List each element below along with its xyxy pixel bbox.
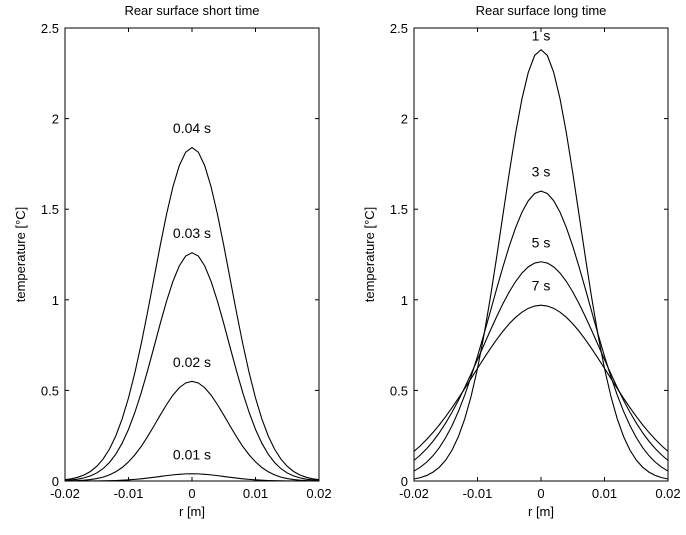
- series-line-3: [413, 261, 669, 461]
- series-annotation-2: 3 s: [532, 164, 551, 180]
- series-annotation-4: 7 s: [532, 278, 551, 294]
- series-annotation-2: 0.02 s: [173, 354, 211, 370]
- x-tick-label: 0.02: [655, 486, 680, 501]
- series-line-2: [413, 190, 669, 472]
- x-tick-label: 0.01: [592, 486, 617, 501]
- series-line-1: [64, 473, 320, 482]
- x-axis-label: r [m]: [528, 504, 554, 519]
- x-tick-label: -0.02: [399, 486, 429, 501]
- y-tick-label: 0.5: [390, 383, 408, 398]
- series-annotation-1: 0.01 s: [173, 446, 211, 462]
- y-tick-label: 1: [52, 293, 59, 308]
- series-annotation-4: 0.04 s: [173, 120, 211, 136]
- x-tick-label: -0.01: [463, 486, 493, 501]
- series-line-2: [64, 380, 320, 482]
- y-tick-label: 2: [401, 112, 408, 127]
- x-tick-label: 0: [188, 486, 195, 501]
- series-annotation-3: 5 s: [532, 234, 551, 250]
- series-annotation-3: 0.03 s: [173, 225, 211, 241]
- x-tick-label: 0.01: [243, 486, 268, 501]
- series-line-4: [413, 304, 669, 452]
- y-tick-label: 2.5: [41, 21, 59, 36]
- y-tick-label: 2: [52, 112, 59, 127]
- series-line-1: [413, 48, 669, 480]
- y-tick-label: 0: [52, 474, 59, 489]
- y-tick-label: 2.5: [390, 21, 408, 36]
- series-line-4: [64, 146, 320, 481]
- y-tick-label: 0: [401, 474, 408, 489]
- chart-panel-1: Rear surface short time -0.02 -0.01 0 0.01 0.…: [13, 3, 332, 519]
- y-axis-label: temperature [°C]: [13, 207, 28, 303]
- x-tick-label: 0.02: [306, 486, 331, 501]
- chart-panel-2: Rear surface long time -0.02 -0.01 0 0.01 0.0…: [362, 3, 681, 519]
- x-tick-label: -0.02: [50, 486, 80, 501]
- y-axis-label: temperature [°C]: [362, 207, 377, 303]
- chart-title: Rear surface short time: [124, 3, 259, 18]
- x-axis-label: r [m]: [179, 504, 205, 519]
- x-tick-label: 0: [537, 486, 544, 501]
- chart-title: Rear surface long time: [476, 3, 607, 18]
- y-tick-label: 1.5: [41, 202, 59, 217]
- y-tick-label: 1.5: [390, 202, 408, 217]
- y-tick-label: 0.5: [41, 383, 59, 398]
- series-annotation-1: 1 s: [532, 28, 551, 44]
- plot-frame: [64, 27, 320, 482]
- series-line-3: [64, 252, 320, 481]
- y-tick-label: 1: [401, 293, 408, 308]
- x-tick-label: -0.01: [114, 486, 144, 501]
